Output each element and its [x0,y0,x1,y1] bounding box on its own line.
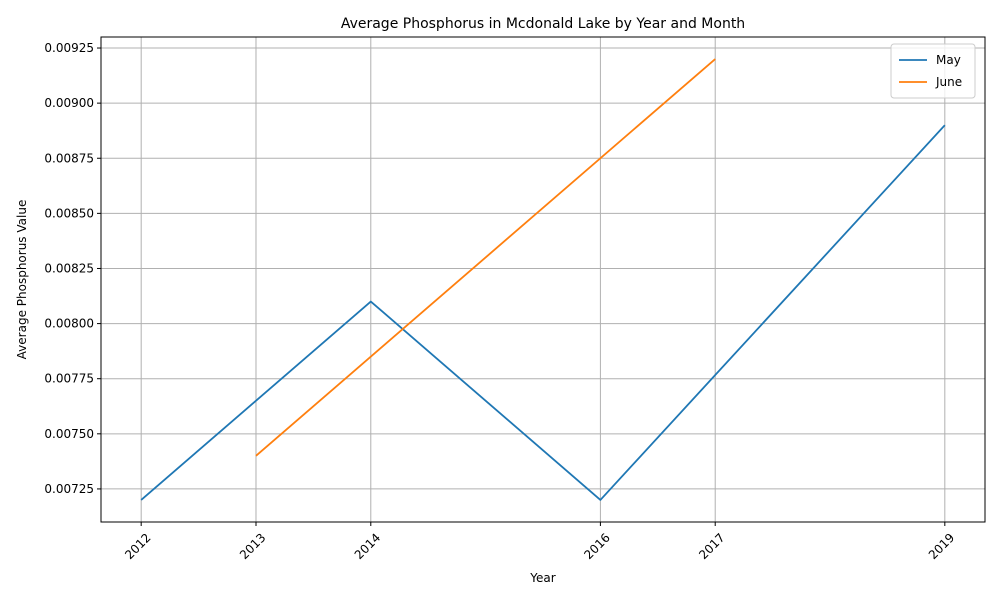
y-axis-label: Average Phosphorus Value [15,200,29,360]
x-axis-label: Year [529,571,555,585]
y-tick-label: 0.00725 [44,482,94,496]
y-tick-label: 0.00825 [44,261,94,275]
y-tick-label: 0.00900 [44,96,94,110]
y-tick-label: 0.00800 [44,317,94,331]
series-line-june [255,58,716,457]
y-tick-label: 0.00850 [44,206,94,220]
y-tick-label: 0.00925 [44,41,94,55]
legend-box [890,43,976,99]
y-tick-label: 0.00750 [44,427,94,441]
series-lines [140,58,946,501]
legend-label-june: June [935,75,962,89]
chart-title: Average Phosphorus in Mcdonald Lake by Y… [341,16,745,32]
y-tick-label: 0.00775 [44,372,94,386]
y-tick-label: 0.00875 [44,151,94,165]
grid [101,37,985,522]
legend: May June [890,43,976,99]
y-axis-ticks: 0.00725 0.00750 0.00775 0.00800 0.00825 0.008… [44,41,101,496]
legend-label-may: May [936,53,961,67]
series-line-may [140,124,946,501]
plot-frame [100,36,986,523]
